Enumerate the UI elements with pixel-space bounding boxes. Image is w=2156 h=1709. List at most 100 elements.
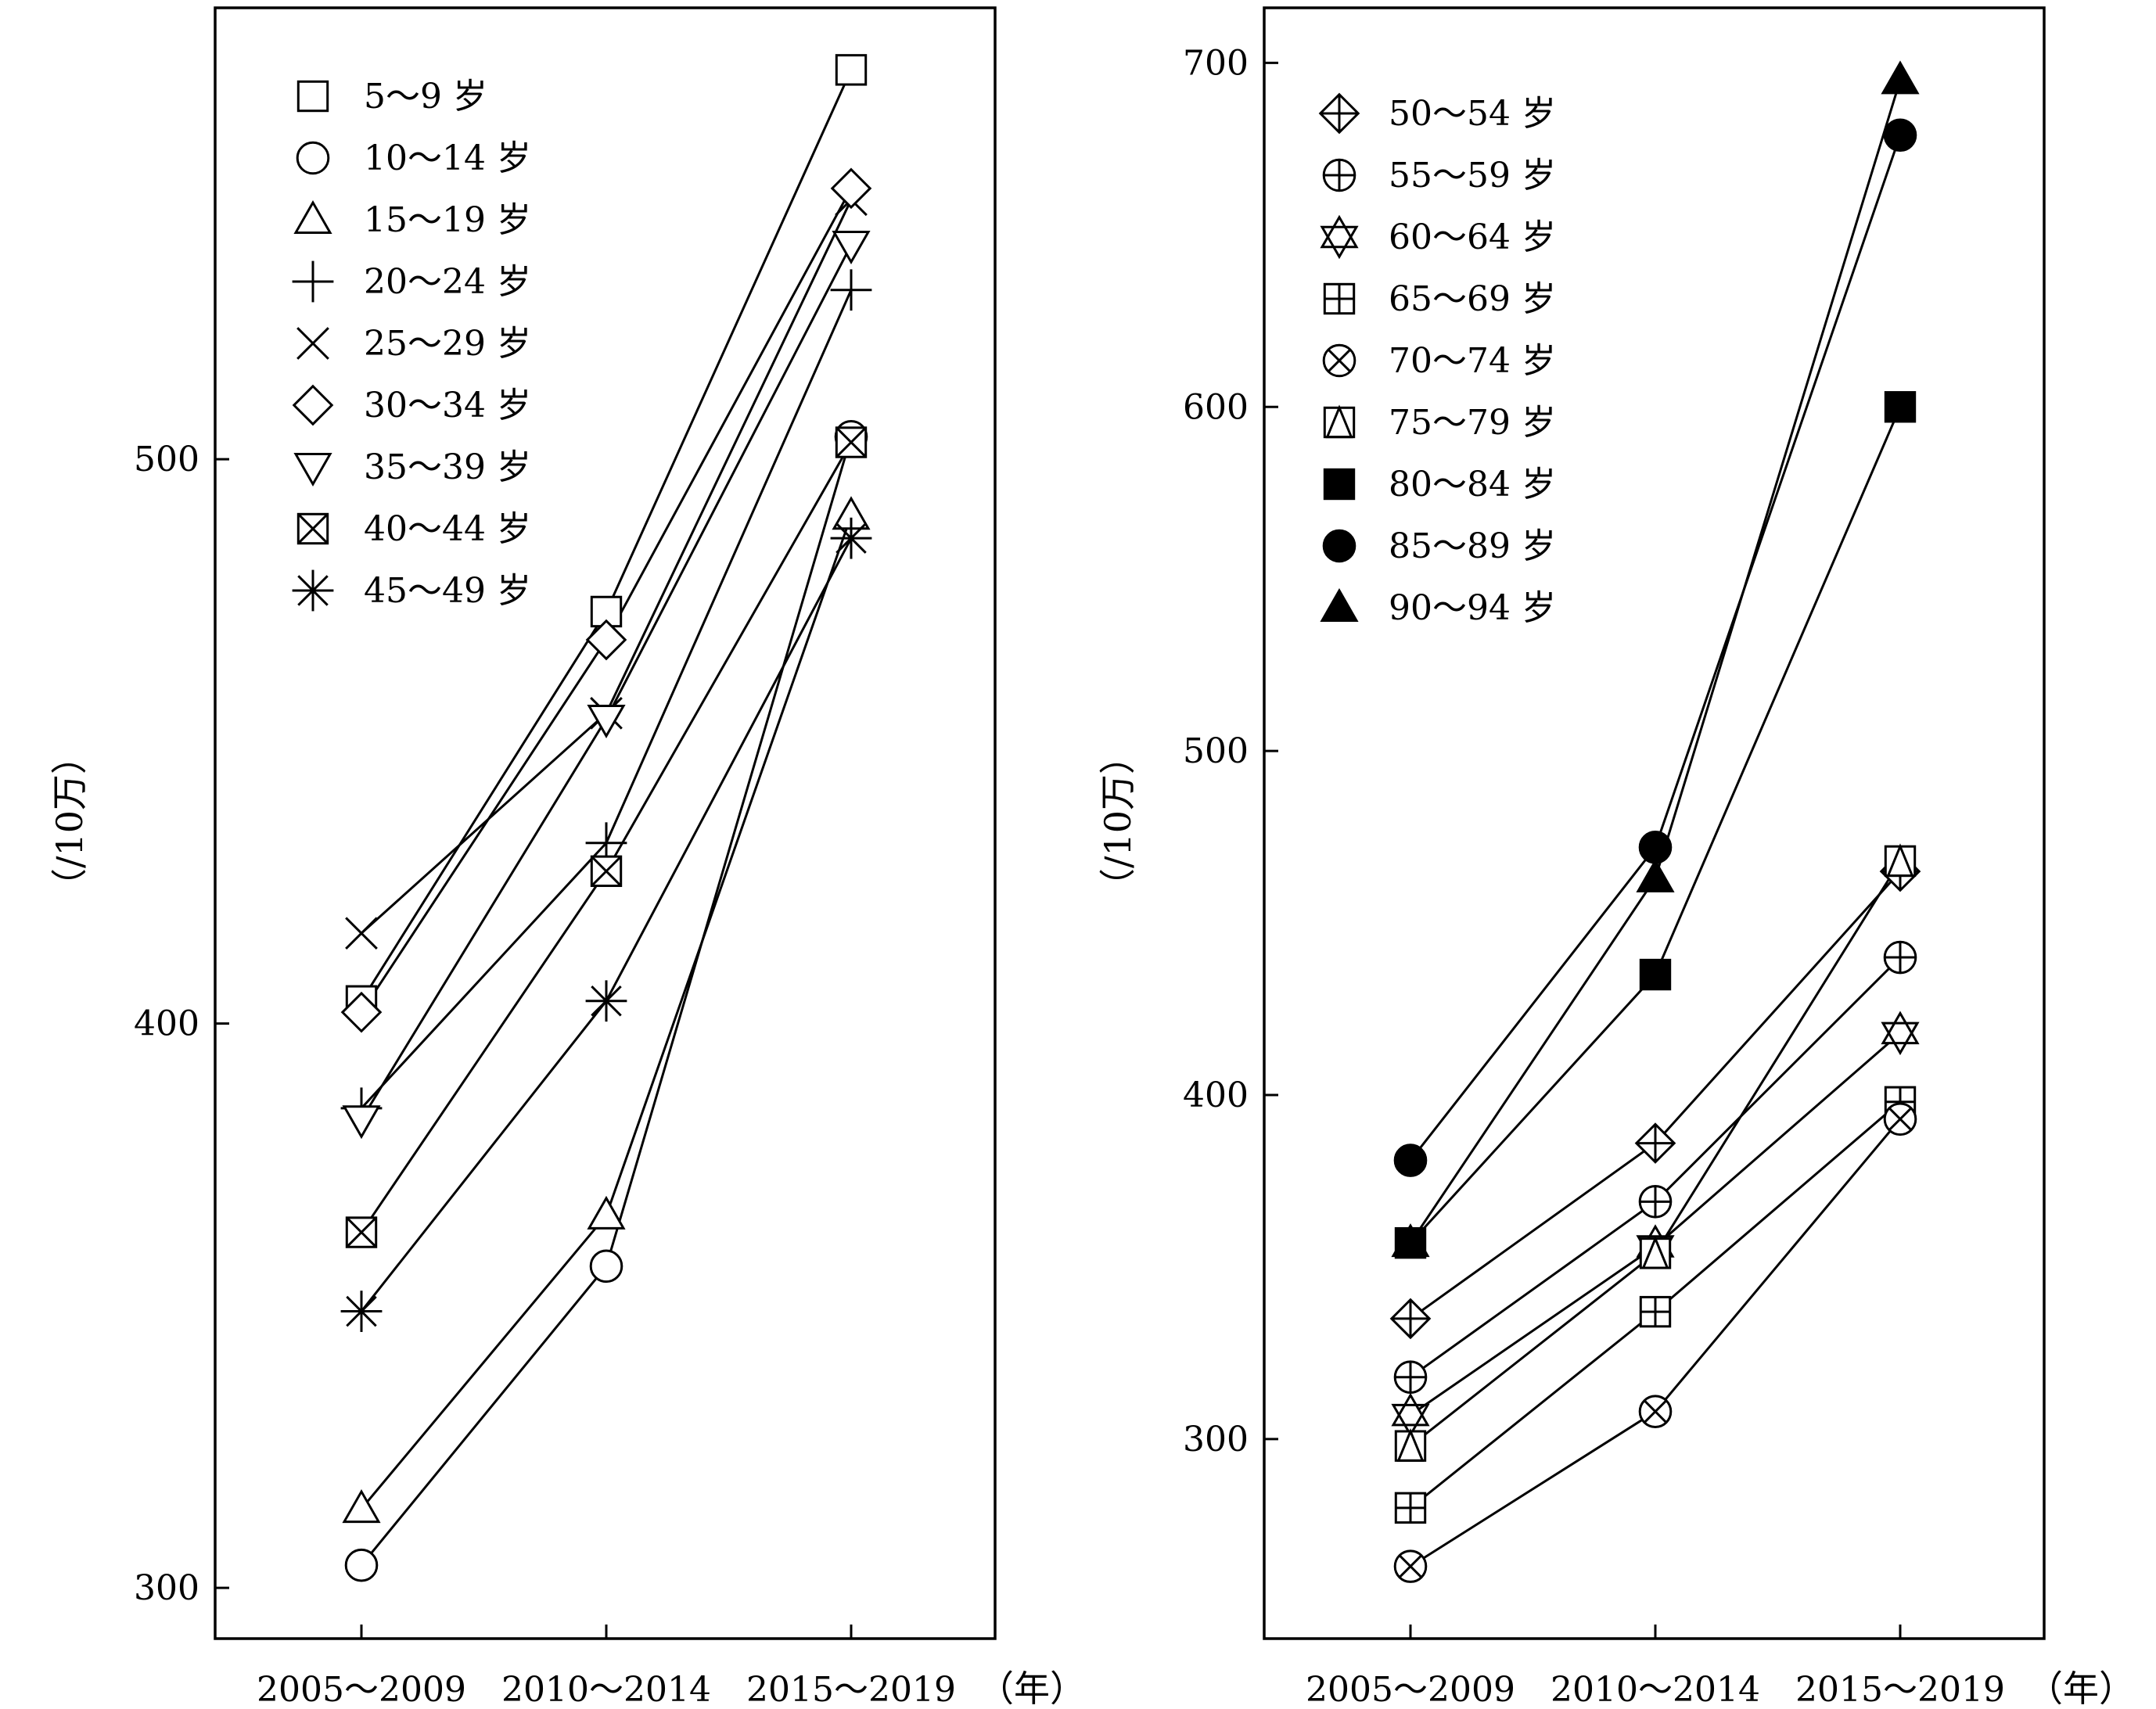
data-point-6-1 <box>1394 1428 1427 1462</box>
x-unit-label: （年） <box>978 1668 1086 1709</box>
y-axis-label: （/10万） <box>1097 738 1139 904</box>
y-tick-label: 500 <box>1183 731 1249 771</box>
data-point-7-3 <box>832 231 871 265</box>
data-point-6-3 <box>830 167 872 210</box>
data-point-5-1 <box>1393 1549 1428 1583</box>
legend-marker <box>296 327 329 360</box>
chart-panel-1: 300 400 500 2005～2009 2010～2014 2015～2019 （年） （… <box>49 6 1086 1709</box>
data-point-3-1 <box>1391 1392 1430 1438</box>
legend-label: 25～29 岁 <box>364 324 531 364</box>
data-point-2-2 <box>1638 1185 1673 1219</box>
data-point-8-2 <box>1638 830 1673 864</box>
legend-marker <box>1320 587 1359 622</box>
data-point-1-3 <box>835 54 868 86</box>
data-point-8-1 <box>1393 1144 1428 1177</box>
y-tick-label: 500 <box>134 440 199 479</box>
data-point-4-3 <box>830 269 872 311</box>
legend-label: 60～64 岁 <box>1389 217 1556 257</box>
x-unit-label: （年） <box>2027 1668 2135 1709</box>
legend-label: 40～44 岁 <box>364 509 531 549</box>
legend-marker <box>293 453 332 487</box>
data-point-2-1 <box>344 1548 379 1582</box>
legend-label: 20～24 岁 <box>364 262 531 302</box>
data-point-8-1 <box>345 1216 378 1248</box>
legend-label: 15～19 岁 <box>364 200 531 240</box>
legend-marker <box>1322 158 1356 192</box>
y-tick-label: 400 <box>134 1004 199 1044</box>
legend-label: 70～74 岁 <box>1389 341 1556 381</box>
x-tick-label: 2015～2019 <box>746 1670 956 1709</box>
data-point-3-1 <box>342 1489 381 1524</box>
data-point-5-1 <box>345 917 378 950</box>
legend-label: 55～59 岁 <box>1389 156 1556 196</box>
legend-marker <box>1318 92 1360 135</box>
y-tick-label: 400 <box>1183 1075 1249 1115</box>
data-point-1-2 <box>1634 1122 1676 1164</box>
data-point-9-1 <box>1391 1223 1430 1258</box>
legend-marker <box>292 260 334 303</box>
data-point-3-2 <box>587 1195 626 1230</box>
y-tick-label: 300 <box>1183 1420 1249 1459</box>
legend-label: 45～49 岁 <box>364 571 531 611</box>
data-point-5-2 <box>1638 1395 1673 1428</box>
legend: 50～54 岁 55～59 岁 60～64 岁 65～69 岁 70～74 岁 75～79… <box>1318 92 1556 628</box>
legend-label: 5～9 岁 <box>364 77 487 117</box>
data-point-9-3 <box>830 517 872 559</box>
legend-label: 30～34 岁 <box>364 386 531 425</box>
data-point-7-2 <box>1639 958 1672 991</box>
y-tick-label: 600 <box>1183 387 1249 427</box>
x-tick-label: 2005～2009 <box>1306 1670 1515 1709</box>
legend-marker <box>296 80 329 113</box>
data-point-4-2 <box>1639 1295 1672 1328</box>
data-point-6-3 <box>1884 843 1917 878</box>
legend-marker <box>1323 282 1356 315</box>
legend-marker <box>1320 214 1359 260</box>
legend-marker <box>1322 343 1356 378</box>
data-point-5-3 <box>1883 1102 1917 1136</box>
x-tick-label: 2005～2009 <box>257 1670 466 1709</box>
chart-panel-2: 300 400 500 600 700 2005～2009 2010～2014 2015～20… <box>1097 6 2135 1709</box>
x-tick-label: 2015～2019 <box>1795 1670 2005 1709</box>
data-point-6-1 <box>340 991 383 1033</box>
legend-label: 35～39 岁 <box>364 447 531 487</box>
data-point-3-3 <box>1881 1011 1920 1056</box>
data-point-7-1 <box>342 1105 381 1140</box>
x-tick-label: 2010～2014 <box>501 1670 711 1709</box>
legend-label: 85～89 岁 <box>1389 526 1556 566</box>
data-point-9-3 <box>1881 60 1920 95</box>
legend-marker <box>296 141 330 175</box>
data-point-6-2 <box>585 619 627 661</box>
legend-label: 65～69 岁 <box>1389 279 1556 319</box>
data-point-2-3 <box>1883 940 1917 975</box>
data-point-6-2 <box>1639 1235 1672 1269</box>
plot-frame <box>1263 6 2046 1640</box>
legend-marker <box>292 384 334 426</box>
data-point-2-1 <box>1393 1360 1428 1394</box>
y-tick-label: 700 <box>1183 43 1249 83</box>
y-tick-label: 300 <box>134 1568 199 1608</box>
data-point-8-2 <box>590 855 623 888</box>
series-line-3 <box>1410 1032 1901 1416</box>
legend: 5～9 岁 10～14 岁 15～19 岁 20～24 岁 25～29 岁 30～34 岁… <box>292 77 531 612</box>
data-point-4-1 <box>1394 1492 1427 1524</box>
legend-marker <box>1323 468 1356 501</box>
data-point-9-1 <box>340 1291 383 1332</box>
legend-marker <box>296 512 329 545</box>
data-point-9-2 <box>1636 858 1675 892</box>
x-tick-label: 2010～2014 <box>1551 1670 1760 1709</box>
legend-marker <box>293 199 332 234</box>
data-point-9-2 <box>585 980 627 1022</box>
data-point-2-2 <box>589 1249 623 1284</box>
legend-marker <box>292 569 334 612</box>
data-point-1-1 <box>1389 1298 1432 1340</box>
y-axis-label: （/10万） <box>49 738 91 904</box>
data-point-8-3 <box>1883 118 1917 153</box>
legend-label: 80～84 岁 <box>1389 465 1556 504</box>
legend-label: 75～79 岁 <box>1389 403 1556 443</box>
legend-label: 10～14 岁 <box>364 138 531 178</box>
data-point-7-3 <box>1884 391 1917 423</box>
legend-marker <box>1322 529 1356 563</box>
data-point-8-3 <box>835 426 868 458</box>
legend-marker <box>1323 404 1356 439</box>
